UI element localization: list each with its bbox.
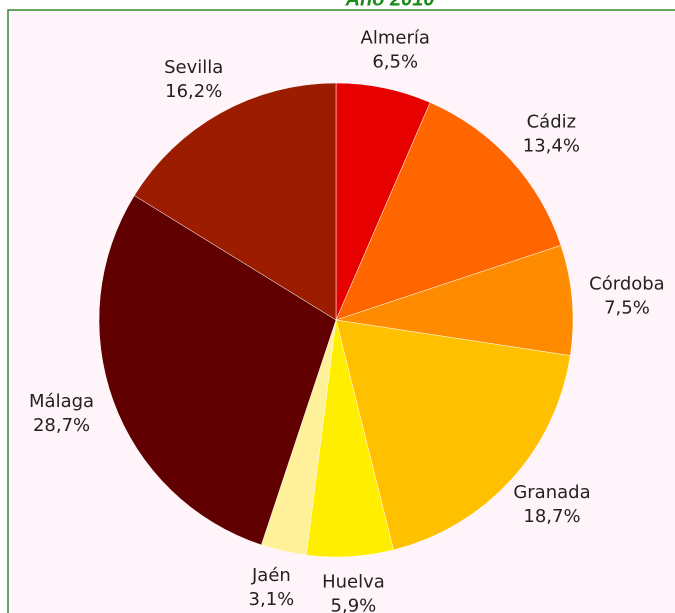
slice-value-label: 13,4% — [523, 135, 580, 156]
slice-value-label: 28,7% — [33, 415, 90, 436]
chart-title: Año 2010 — [345, 0, 435, 10]
pie-slice — [133, 82, 337, 321]
slice-value-label: 18,7% — [523, 506, 580, 527]
pie-slice — [98, 195, 337, 546]
slice-label: Granada — [513, 482, 590, 503]
slice-label: Córdoba — [589, 274, 665, 295]
slice-label: Sevilla — [164, 57, 223, 78]
slice-value-label: 5,9% — [331, 596, 377, 613]
pie — [98, 82, 574, 558]
pie-slice — [335, 245, 574, 356]
slice-value-label: 7,5% — [604, 298, 650, 319]
slice-value-label: 3,1% — [249, 589, 295, 610]
pie-slice — [335, 319, 571, 551]
slice-label: Almería — [361, 28, 430, 49]
slice-value-label: 6,5% — [372, 52, 418, 73]
slice-value-label: 16,2% — [165, 81, 222, 102]
slice-label: Málaga — [29, 391, 94, 412]
slice-label: Jaén — [251, 565, 291, 586]
pie-slice — [335, 102, 562, 321]
slice-label: Cádiz — [527, 111, 576, 132]
slice-label: Huelva — [322, 572, 385, 593]
